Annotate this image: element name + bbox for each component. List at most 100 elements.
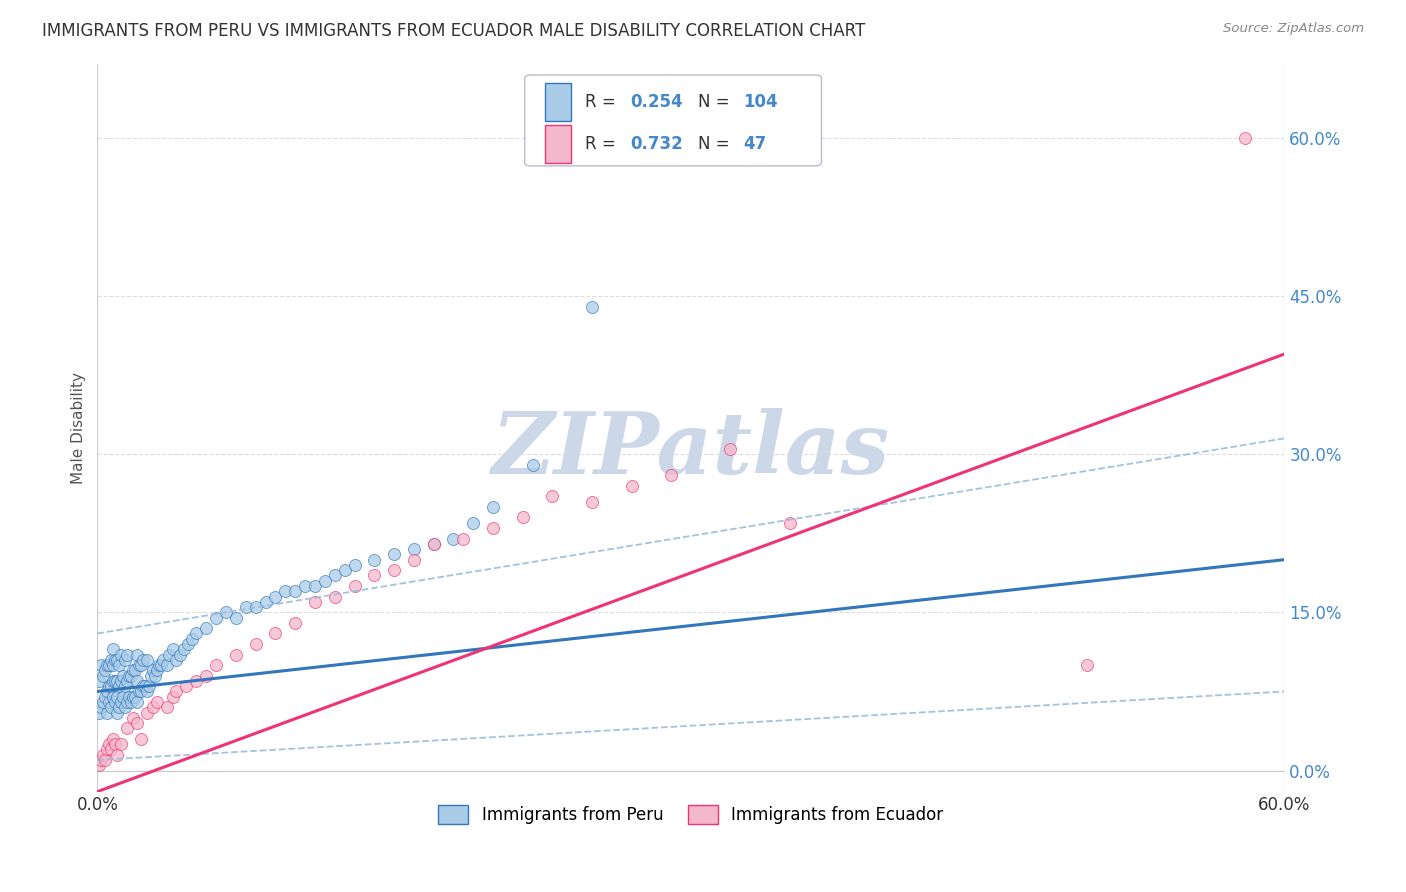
Point <box>1076 658 1098 673</box>
Point <box>98 695 121 709</box>
Point <box>581 494 603 508</box>
Bar <box>546 83 571 121</box>
Point <box>620 479 643 493</box>
Point <box>115 673 138 688</box>
Point <box>108 658 131 673</box>
Point <box>343 579 366 593</box>
Point <box>110 737 132 751</box>
Point <box>89 673 111 688</box>
Point <box>108 700 131 714</box>
Point <box>115 722 138 736</box>
Point <box>148 658 170 673</box>
Point <box>522 458 544 472</box>
Point <box>323 590 346 604</box>
Point <box>110 673 132 688</box>
Point <box>1233 131 1256 145</box>
Point <box>304 579 326 593</box>
Point <box>186 626 208 640</box>
Point <box>122 711 145 725</box>
Point <box>101 690 124 704</box>
Point <box>225 648 247 662</box>
Text: 47: 47 <box>744 135 766 153</box>
Point <box>91 695 114 709</box>
Point <box>482 521 505 535</box>
Point <box>463 516 485 530</box>
Point <box>142 664 165 678</box>
Text: N =: N = <box>697 135 735 153</box>
Point <box>115 648 138 662</box>
Point <box>323 568 346 582</box>
Text: R =: R = <box>585 93 621 111</box>
Point <box>100 742 122 756</box>
Point <box>225 610 247 624</box>
Point <box>333 563 356 577</box>
Point <box>422 537 444 551</box>
Point <box>254 595 277 609</box>
Point <box>114 653 136 667</box>
Point <box>89 758 111 772</box>
Point <box>205 610 228 624</box>
Point <box>443 532 465 546</box>
Point <box>343 558 366 572</box>
Text: R =: R = <box>585 135 621 153</box>
Point <box>125 716 148 731</box>
Point <box>101 642 124 657</box>
Point <box>363 552 385 566</box>
Point <box>541 489 564 503</box>
Point <box>118 668 141 682</box>
Point <box>125 648 148 662</box>
Point <box>482 500 505 514</box>
Point <box>363 568 385 582</box>
Point <box>120 668 142 682</box>
Point <box>96 742 118 756</box>
Point <box>104 673 127 688</box>
Point <box>104 737 127 751</box>
Point <box>173 642 195 657</box>
Point <box>274 584 297 599</box>
Point <box>166 684 188 698</box>
Point <box>101 673 124 688</box>
Point <box>149 658 172 673</box>
Legend: Immigrants from Peru, Immigrants from Ecuador: Immigrants from Peru, Immigrants from Ec… <box>432 798 950 830</box>
Y-axis label: Male Disability: Male Disability <box>72 372 86 483</box>
Point <box>138 679 160 693</box>
Text: 0.254: 0.254 <box>630 93 683 111</box>
Point <box>162 642 184 657</box>
Point <box>98 658 121 673</box>
Point <box>779 516 801 530</box>
Point <box>245 637 267 651</box>
Point <box>142 700 165 714</box>
Point <box>100 653 122 667</box>
Point <box>94 664 117 678</box>
Point <box>89 706 111 720</box>
Point <box>129 658 152 673</box>
Point <box>125 695 148 709</box>
Point <box>94 753 117 767</box>
Point <box>402 552 425 566</box>
Point <box>104 653 127 667</box>
Point <box>128 684 150 698</box>
Point <box>304 595 326 609</box>
Point <box>129 731 152 746</box>
Point <box>245 600 267 615</box>
Text: ZIPatlas: ZIPatlas <box>492 408 890 491</box>
Point <box>96 684 118 698</box>
Point <box>114 679 136 693</box>
Point <box>101 731 124 746</box>
Point <box>90 700 112 714</box>
Point <box>110 648 132 662</box>
Point <box>166 653 188 667</box>
Point <box>152 653 174 667</box>
Text: 0.732: 0.732 <box>630 135 683 153</box>
Point <box>129 684 152 698</box>
Point <box>105 747 128 762</box>
Point <box>581 300 603 314</box>
Point <box>98 679 121 693</box>
Point <box>215 606 238 620</box>
Point <box>162 690 184 704</box>
Point <box>264 626 287 640</box>
Point <box>125 673 148 688</box>
Point <box>91 747 114 762</box>
Point <box>135 653 157 667</box>
Point <box>177 637 200 651</box>
